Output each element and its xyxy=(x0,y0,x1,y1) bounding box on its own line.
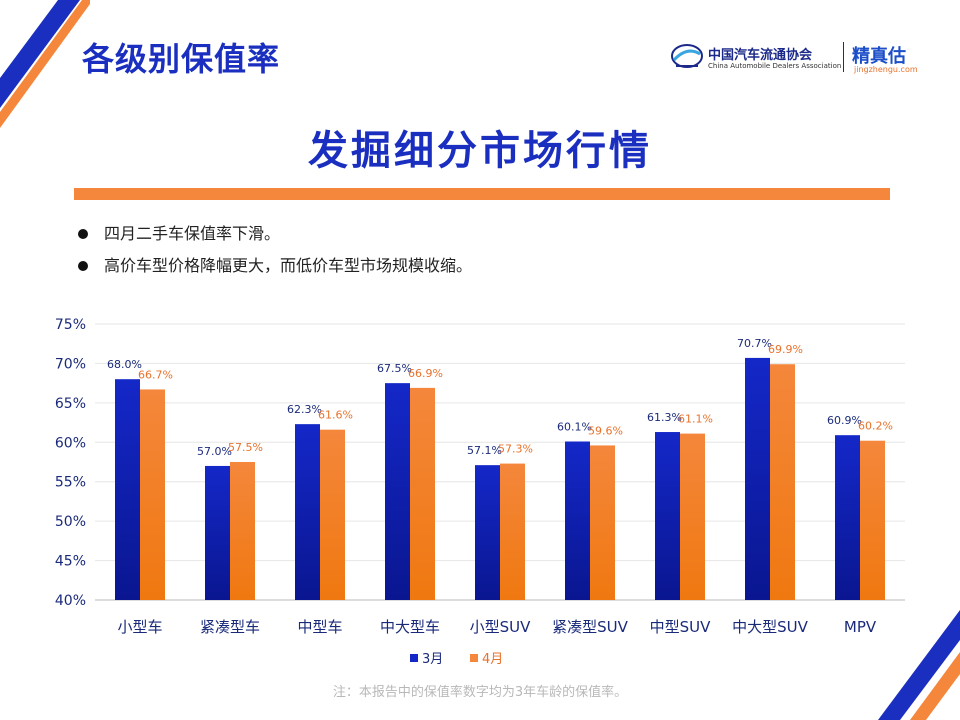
data-label: 57.1% xyxy=(467,444,502,457)
x-tick-label: 小型车 xyxy=(117,618,162,636)
y-tick-label: 65% xyxy=(55,396,86,412)
data-label: 61.3% xyxy=(647,411,682,424)
data-label: 61.6% xyxy=(318,409,353,422)
bar-april xyxy=(860,440,885,600)
data-label: 59.6% xyxy=(588,424,623,437)
bar-march xyxy=(295,424,320,600)
bar-march xyxy=(205,465,230,600)
bar-april xyxy=(770,364,795,600)
y-tick-label: 75% xyxy=(55,317,86,333)
bar-march xyxy=(475,465,500,600)
y-tick-label: 70% xyxy=(55,356,86,372)
data-label: 67.5% xyxy=(377,362,412,375)
bullet-dot-icon xyxy=(78,261,88,271)
data-label: 57.0% xyxy=(197,445,232,458)
data-label: 61.1% xyxy=(678,413,713,426)
legend-swatch xyxy=(470,654,478,662)
x-tick-label: 中大型SUV xyxy=(732,618,809,636)
bar-april xyxy=(590,445,615,600)
bar-april xyxy=(230,462,255,600)
y-tick-label: 45% xyxy=(55,554,86,570)
title-underline-bar xyxy=(74,188,890,200)
data-label: 70.7% xyxy=(737,337,772,350)
logo: 中国汽车流通协会 China Automobile Dealers Associ… xyxy=(668,40,928,80)
x-tick-label: 紧凑型车 xyxy=(200,618,260,636)
bar-chart: 40% 45% 50% 55% 60% 65% 70% 75% 68.0%66.7% 小型车 57.… xyxy=(55,317,905,667)
bullet-text: 高价车型价格降幅更大，而低价车型市场规模收缩。 xyxy=(104,256,473,275)
bar-march xyxy=(655,432,680,600)
cada-emblem-icon xyxy=(671,44,703,68)
x-tick-label: 中大型车 xyxy=(380,618,440,636)
bullet-item: 四月二手车保值率下滑。 xyxy=(76,222,472,254)
bar-april xyxy=(320,429,345,600)
bar-march xyxy=(745,357,770,600)
bar-march xyxy=(565,441,590,600)
bar-april xyxy=(410,387,435,600)
legend-swatch xyxy=(410,654,418,662)
bullet-dot-icon xyxy=(78,229,88,239)
y-tick-label: 40% xyxy=(55,593,86,609)
bar-april xyxy=(680,433,705,600)
bar-april xyxy=(140,389,165,600)
data-label: 69.9% xyxy=(768,343,803,356)
bar-april xyxy=(500,463,525,600)
data-label: 68.0% xyxy=(107,358,142,371)
bar-march xyxy=(835,435,860,600)
cada-name-en: China Automobile Dealers Association xyxy=(708,62,842,70)
data-label: 60.2% xyxy=(858,420,893,433)
x-tick-label: 紧凑型SUV xyxy=(552,618,629,636)
x-tick-label: 小型SUV xyxy=(470,618,532,636)
bullet-text: 四月二手车保值率下滑。 xyxy=(104,224,281,243)
x-tick-label: 中型SUV xyxy=(650,618,712,636)
data-label: 60.9% xyxy=(827,414,862,427)
bullet-item: 高价车型价格降幅更大，而低价车型市场规模收缩。 xyxy=(76,254,472,286)
data-label: 66.9% xyxy=(408,367,443,380)
data-label: 60.1% xyxy=(557,420,592,433)
data-label: 57.5% xyxy=(228,441,263,454)
logo-divider xyxy=(843,42,844,72)
main-title: 发掘细分市场行情 xyxy=(308,128,652,174)
legend-label: 4月 xyxy=(482,652,503,667)
data-label: 66.7% xyxy=(138,368,173,381)
x-tick-label: 中型车 xyxy=(297,618,342,636)
jzg-name: 精真估 xyxy=(852,46,906,67)
data-label: 62.3% xyxy=(287,403,322,416)
bar-march xyxy=(385,383,410,600)
bullet-list: 四月二手车保值率下滑。 高价车型价格降幅更大，而低价车型市场规模收缩。 xyxy=(76,222,472,286)
jzg-url: jingzhengu.com xyxy=(854,65,918,74)
y-tick-label: 50% xyxy=(55,514,86,530)
section-title: 各级别保值率 xyxy=(82,40,281,78)
data-label: 57.3% xyxy=(498,443,533,456)
y-tick-label: 60% xyxy=(55,435,86,451)
footnote: 注：本报告中的保值率数字均为3年车龄的保值率。 xyxy=(332,685,628,700)
cada-name-cn: 中国汽车流通协会 xyxy=(708,48,813,63)
legend-label: 3月 xyxy=(422,652,443,667)
bar-march xyxy=(115,379,140,600)
x-tick-label: MPV xyxy=(844,618,877,636)
y-tick-label: 55% xyxy=(55,475,86,491)
